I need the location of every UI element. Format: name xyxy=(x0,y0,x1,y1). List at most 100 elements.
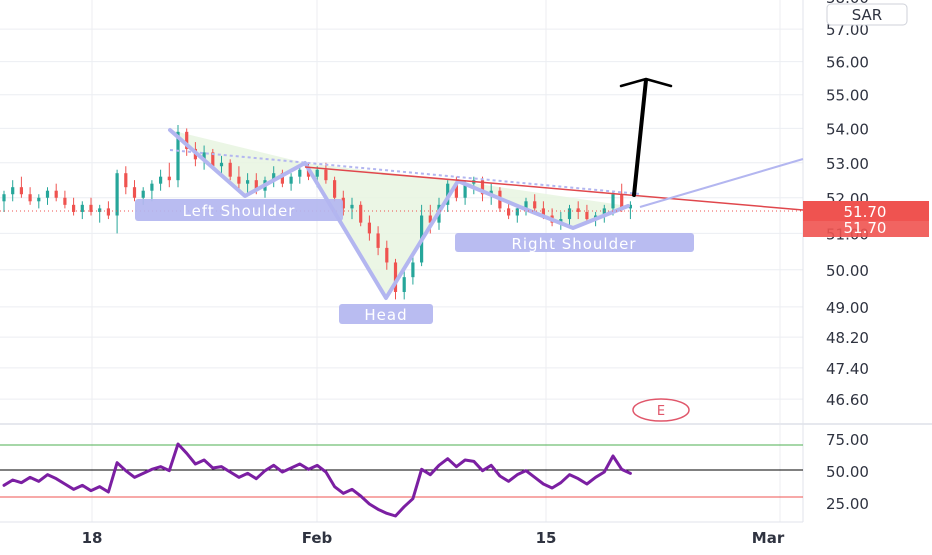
candle-body xyxy=(72,204,76,212)
price-tag-primary-text: 51.70 xyxy=(844,203,887,221)
head-label[interactable]: Head xyxy=(339,304,433,324)
price-label: 46.60 xyxy=(826,391,869,409)
candle-body xyxy=(393,262,398,292)
price-label: 55.00 xyxy=(826,87,869,105)
candle-body xyxy=(628,204,632,209)
candle-body xyxy=(2,194,6,202)
rsi-line[interactable] xyxy=(2,442,632,518)
candle-body xyxy=(533,201,537,209)
candle-body xyxy=(559,219,563,223)
price-label: 48.20 xyxy=(826,329,869,347)
candle-body xyxy=(54,190,58,198)
candle-body xyxy=(280,173,284,184)
price-label: 53.00 xyxy=(826,155,869,173)
candle-body xyxy=(176,131,180,181)
candle-body xyxy=(324,169,328,181)
time-label-mar: Mar xyxy=(752,529,785,547)
candle-body xyxy=(428,215,432,223)
projection-line[interactable] xyxy=(639,158,804,208)
candle-body xyxy=(228,162,232,177)
candle-body xyxy=(376,233,380,248)
time-label-18: 18 xyxy=(82,529,103,547)
candle-body xyxy=(611,194,615,209)
price-tag-primary[interactable]: 51.70 xyxy=(803,201,929,221)
price-label: 50.00 xyxy=(826,262,869,280)
candle-body xyxy=(463,183,467,198)
candle-body xyxy=(272,173,276,181)
candle-body xyxy=(489,190,493,195)
candle-body xyxy=(159,176,163,184)
neckline-trendline[interactable] xyxy=(304,166,804,211)
candle-body xyxy=(11,187,15,195)
time-axis-labels: 18 Feb 15 Mar xyxy=(82,529,785,547)
candle-body xyxy=(507,208,511,216)
candle-body xyxy=(106,208,110,216)
price-label: 47.40 xyxy=(826,360,869,378)
candle-body xyxy=(385,247,389,263)
candle-body xyxy=(576,208,580,212)
candle-body xyxy=(124,173,128,188)
candle-body xyxy=(306,169,311,177)
candle-body xyxy=(411,262,415,278)
candle-body xyxy=(80,204,84,212)
candle-body xyxy=(298,169,302,177)
candle-body xyxy=(141,190,145,198)
candle-body xyxy=(341,197,345,209)
candle-body xyxy=(541,208,545,216)
candle-body xyxy=(585,211,589,220)
price-label: 54.00 xyxy=(826,120,869,138)
candle-body xyxy=(602,208,606,216)
pattern-outline[interactable] xyxy=(168,128,630,300)
candle-body xyxy=(350,204,354,209)
rsi-pane[interactable] xyxy=(0,442,803,518)
candle-body xyxy=(132,187,137,198)
candle-body xyxy=(150,183,154,191)
candle-body xyxy=(211,152,215,167)
right-shoulder-label[interactable]: Right Shoulder xyxy=(455,233,694,253)
candle-body xyxy=(115,173,119,216)
candle-body xyxy=(45,190,50,198)
time-label-feb: Feb xyxy=(302,529,333,547)
head-shoulders-pattern[interactable] xyxy=(168,128,641,300)
neckline-dashed[interactable] xyxy=(169,149,641,195)
currency-label: SAR xyxy=(852,6,882,24)
candle-body xyxy=(480,180,485,195)
candle-body xyxy=(454,183,458,198)
rsi-label-25: 25.00 xyxy=(826,495,869,513)
candle-body xyxy=(219,162,224,167)
currency-badge[interactable]: SAR xyxy=(826,3,908,26)
price-tag-secondary-text: 51.70 xyxy=(844,219,887,237)
price-tag-secondary[interactable]: 51.70 xyxy=(803,219,929,237)
candle-body xyxy=(367,222,371,234)
price-label: 57.00 xyxy=(826,21,869,39)
candle-body xyxy=(185,131,189,149)
candle-body xyxy=(246,180,250,184)
candle-body xyxy=(202,152,206,160)
head-text: Head xyxy=(364,306,407,324)
candle-body xyxy=(402,277,406,292)
head-fill xyxy=(305,163,458,298)
candle-body xyxy=(333,180,337,198)
earnings-marker[interactable]: E xyxy=(632,398,690,422)
candle-body xyxy=(19,187,23,195)
rsi-axis-labels: 75.00 50.00 25.00 xyxy=(826,431,869,513)
breakout-arrow[interactable] xyxy=(619,77,673,197)
candle-body xyxy=(515,208,519,216)
price-label: 56.00 xyxy=(826,54,869,72)
candle-body xyxy=(524,201,528,209)
candle-body xyxy=(167,176,171,181)
candle-body xyxy=(63,197,67,205)
candle-body xyxy=(620,194,624,209)
candle-body xyxy=(237,176,241,184)
time-gridlines xyxy=(91,0,781,522)
price-label: 49.00 xyxy=(826,299,869,317)
earnings-marker-text: E xyxy=(657,404,665,419)
candle-body xyxy=(289,176,293,184)
rsi-label-50: 50.00 xyxy=(826,463,869,481)
candle-body xyxy=(254,180,258,191)
left-shoulder-label[interactable]: Left Shoulder xyxy=(135,199,343,221)
candlestick-series xyxy=(2,125,632,300)
time-label-15: 15 xyxy=(536,529,557,547)
